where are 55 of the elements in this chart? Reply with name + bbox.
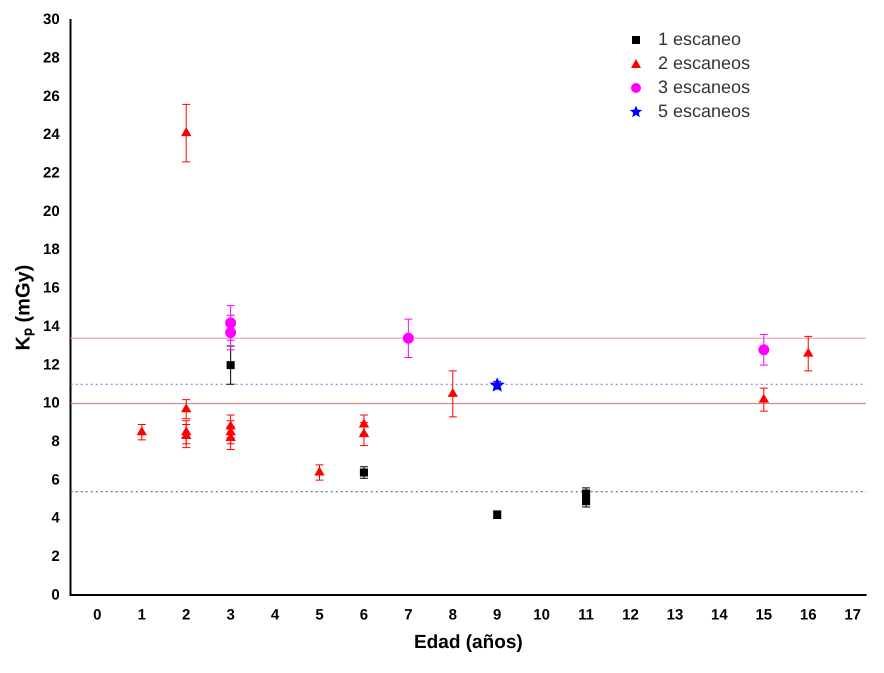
legend-label: 3 escaneos bbox=[658, 76, 750, 97]
point bbox=[359, 419, 369, 428]
point bbox=[803, 348, 814, 357]
y-tick-label: 22 bbox=[42, 164, 60, 182]
y-tick-label: 0 bbox=[51, 586, 60, 604]
x-tick-label: 10 bbox=[533, 606, 550, 624]
x-tick-label: 8 bbox=[448, 606, 457, 624]
x-tick-label: 7 bbox=[404, 606, 413, 624]
x-tick-label: 13 bbox=[666, 606, 684, 624]
point bbox=[314, 466, 324, 476]
legend-label: 2 escaneos bbox=[658, 52, 750, 73]
x-tick-label: 14 bbox=[711, 606, 728, 624]
point bbox=[490, 377, 505, 392]
y-tick-label: 2 bbox=[51, 548, 60, 565]
y-axis-title: Kₚ (mGy) bbox=[12, 264, 36, 350]
y-tick-label: 14 bbox=[42, 318, 60, 335]
point bbox=[226, 361, 235, 370]
point bbox=[758, 394, 769, 403]
point bbox=[402, 332, 414, 344]
x-tick-label: 5 bbox=[315, 606, 324, 624]
point bbox=[758, 344, 770, 356]
legend-label: 1 escaneo bbox=[658, 28, 742, 49]
x-tick-label: 1 bbox=[138, 606, 146, 624]
x-tick-label: 9 bbox=[493, 606, 502, 624]
x-tick-label: 12 bbox=[622, 606, 639, 624]
point bbox=[181, 128, 192, 136]
point bbox=[359, 428, 369, 438]
y-tick-label: 8 bbox=[51, 432, 60, 450]
point bbox=[448, 388, 458, 397]
y-tick-label: 28 bbox=[42, 49, 60, 66]
point bbox=[225, 327, 236, 338]
x-tick-label: 2 bbox=[182, 606, 190, 624]
point bbox=[225, 317, 236, 328]
y-tick-label: 26 bbox=[42, 88, 60, 105]
point bbox=[181, 404, 192, 412]
x-tick-label: 3 bbox=[226, 606, 235, 624]
y-tick-label: 10 bbox=[42, 394, 60, 412]
x-tick-label: 6 bbox=[360, 606, 368, 624]
legend-label: 5 escaneos bbox=[658, 100, 750, 121]
x-tick-label: 16 bbox=[800, 606, 817, 624]
y-tick-label: 18 bbox=[42, 241, 60, 258]
y-tick-label: 6 bbox=[51, 471, 60, 488]
y-tick-label: 12 bbox=[42, 356, 60, 374]
point bbox=[136, 426, 147, 436]
y-tick-label: 30 bbox=[42, 11, 60, 28]
y-tick-label: 20 bbox=[42, 202, 60, 220]
x-tick-label: 4 bbox=[270, 606, 280, 624]
y-tick-label: 16 bbox=[42, 280, 60, 297]
y-tick-label: 4 bbox=[51, 510, 60, 527]
x-axis-title: Edad (años) bbox=[414, 632, 523, 653]
x-tick-label: 11 bbox=[578, 606, 594, 624]
y-tick-label: 24 bbox=[42, 126, 60, 144]
x-tick-label: 0 bbox=[93, 606, 102, 624]
x-tick-label: 15 bbox=[755, 606, 772, 624]
x-tick-label: 17 bbox=[844, 606, 862, 624]
